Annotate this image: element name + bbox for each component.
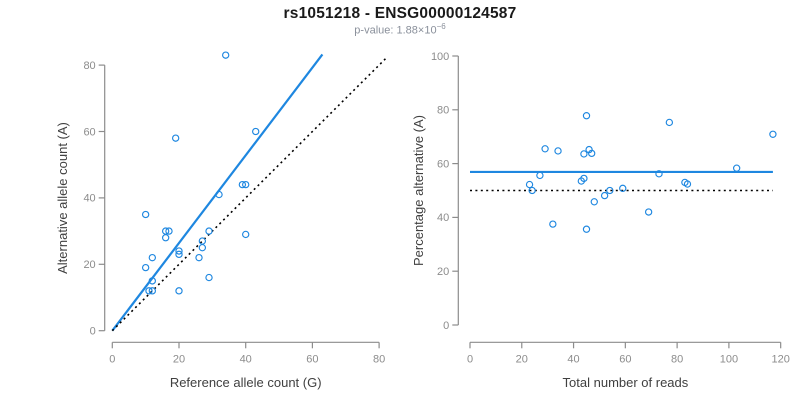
left-data-point [175, 287, 183, 295]
right-x-tick-label: 60 [619, 353, 631, 365]
right-y-tick-label: 0 [443, 320, 449, 332]
left-data-point [148, 287, 156, 295]
left-x-axis-title: Reference allele count (G) [170, 375, 322, 390]
right-data-point [528, 186, 536, 195]
right-data-point [644, 208, 653, 216]
plot-subtitle: p-value: 1.88×10−6 [0, 22, 800, 37]
right-y-tick-label: 40 [437, 212, 449, 224]
right-x-tick-label: 80 [671, 353, 683, 365]
left-y-tick-label: 80 [83, 60, 95, 72]
left-x-tick-label: 20 [173, 353, 185, 365]
right-data-point [541, 145, 549, 153]
left-data-point [215, 190, 223, 199]
right-y-axis-title: Percentage alternative (A) [411, 115, 426, 266]
left-data-point [205, 273, 213, 282]
left-data-point [175, 250, 183, 259]
regression-line [111, 53, 324, 332]
left-x-tick-label: 60 [306, 353, 318, 365]
right-data-point [580, 150, 588, 158]
p-value-exponent: −6 [436, 22, 446, 31]
right-data-point [588, 149, 596, 158]
left-data-point [141, 263, 150, 272]
left-y-tick-label: 0 [90, 326, 96, 338]
right-y-tick-label: 60 [437, 158, 449, 170]
right-data-point [619, 184, 627, 193]
left-data-point [141, 210, 150, 219]
right-data-point [665, 118, 674, 127]
p-value-text: p-value: 1.88×10 [354, 24, 437, 37]
left-data-point [238, 180, 247, 189]
right-x-tick-label: 0 [467, 353, 473, 365]
left-x-tick-label: 80 [373, 353, 385, 365]
left-data-point [171, 134, 180, 142]
right-data-point [577, 177, 586, 185]
right-data-point [536, 171, 544, 180]
left-y-axis-title: Alternative allele count (A) [55, 122, 70, 274]
right-data-point [683, 180, 692, 188]
left-data-point [175, 247, 183, 255]
left-data-point [145, 287, 153, 295]
left-x-tick-label: 40 [240, 353, 252, 365]
left-data-point [198, 237, 207, 245]
right-data-point [582, 112, 591, 120]
left-data-point [148, 253, 156, 262]
right-data-point [606, 186, 614, 195]
right-x-tick-label: 120 [772, 353, 790, 365]
right-data-point [525, 180, 534, 189]
left-y-tick-label: 20 [83, 259, 95, 271]
left-data-point [242, 180, 250, 189]
right-y-tick-label: 20 [437, 266, 449, 278]
left-data-point [195, 253, 203, 262]
right-data-point [655, 170, 663, 178]
right-data-point [600, 191, 609, 200]
left-data-point [242, 230, 250, 239]
plot-title: rs1051218 - ENSG00000124587 [283, 5, 517, 22]
right-data-point [590, 198, 598, 206]
left-data-point [161, 234, 170, 242]
right-data-point [769, 130, 777, 138]
left-data-point [222, 51, 230, 59]
left-data-point [252, 127, 260, 136]
left-x-tick-label: 0 [109, 353, 115, 365]
identity-line [111, 56, 389, 332]
right-data-point [554, 147, 562, 155]
right-x-tick-label: 20 [516, 353, 528, 365]
right-data-point [549, 220, 557, 228]
right-y-tick-label: 80 [437, 105, 449, 117]
right-x-tick-label: 100 [720, 353, 738, 365]
right-x-axis-title: Total number of reads [563, 375, 689, 390]
left-data-point [205, 227, 213, 235]
left-data-point [148, 277, 156, 285]
left-y-tick-label: 40 [83, 193, 95, 205]
left-y-tick-label: 60 [83, 126, 95, 138]
right-data-point [582, 225, 591, 233]
right-y-tick-label: 100 [431, 51, 449, 63]
right-data-point [732, 164, 741, 172]
left-data-point [198, 244, 207, 252]
right-x-tick-label: 40 [567, 353, 579, 365]
left-data-point [165, 227, 173, 235]
